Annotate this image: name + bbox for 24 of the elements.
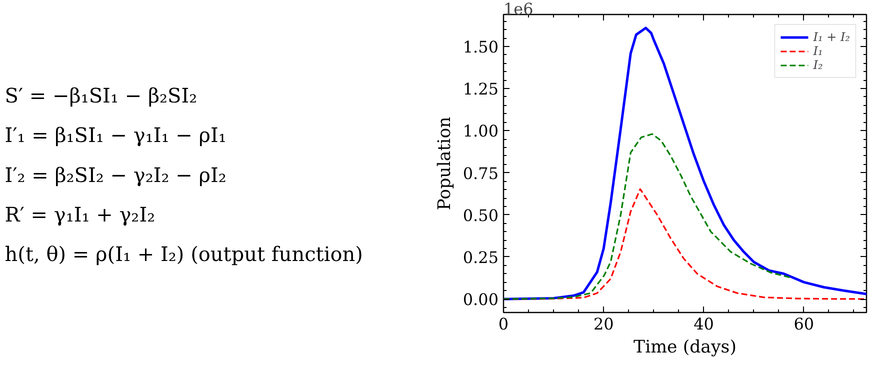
- annotation: 1e6: [504, 0, 534, 18]
- text: h(t, θ) = ρ(I₁ + I₂) (output function): [4, 242, 363, 266]
- x-tick-label: 40: [694, 314, 714, 334]
- y-tick-label: 0.50: [462, 206, 498, 225]
- line-series: [504, 133, 792, 300]
- text: I′₁ = β₁SI₁ − γ₁I₁ − ρI₁: [4, 123, 226, 148]
- x-axis-title: Time (days): [634, 338, 736, 358]
- y-tick-label: 0.75: [462, 164, 498, 183]
- text: S′ = −β₁SI₁ − β₂SI₂: [4, 84, 198, 108]
- y-tick-label: 1.25: [462, 80, 498, 99]
- y-tick-label: 1.50: [462, 37, 498, 56]
- y-axis-title: Population: [434, 116, 455, 210]
- x-tick-label: 0: [498, 314, 509, 334]
- y-tick-label: 0.25: [462, 248, 498, 267]
- line-series: [504, 26, 866, 300]
- legend-label: I₁ + I₂: [813, 30, 850, 44]
- text: R′ = γ₁I₁ + γ₂I₂: [4, 202, 156, 226]
- text: I′₂ = β₂SI₂ − γ₂I₂ − ρI₂: [4, 162, 226, 187]
- legend-label: I₁: [813, 44, 824, 58]
- legend-label: I₂: [813, 58, 824, 72]
- x-tick-label: 60: [794, 314, 814, 334]
- y-tick-label: 1.00: [462, 122, 498, 141]
- x-tick-label: 20: [593, 314, 614, 334]
- y-tick-label: 0.00: [462, 290, 498, 310]
